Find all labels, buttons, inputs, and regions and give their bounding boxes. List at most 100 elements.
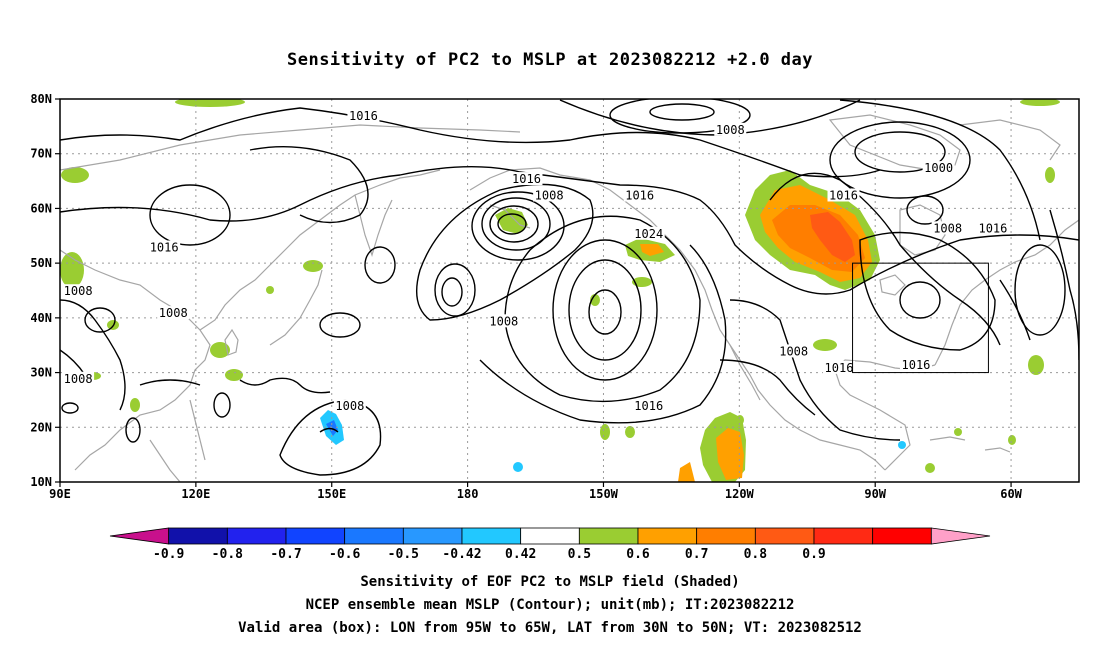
colorbar-label: 0.42 [505, 547, 536, 562]
contour-label: 1008 [64, 372, 93, 386]
shade-blob [600, 424, 610, 440]
contour-label: 1016 [825, 361, 854, 375]
contour-label-bg [822, 360, 855, 374]
colorbar-swatch [285, 527, 346, 545]
contour-label-bg [623, 188, 656, 202]
colorbar-swatch [226, 527, 287, 545]
shade-neg-blob [898, 441, 906, 449]
map-title: Sensitivity of PC2 to MSLP at 2023082212… [286, 50, 813, 70]
contour-labels: 1016 1008 1000 1016 1016 1008 1016 1016 1024 1008… [62, 109, 1009, 413]
contour-label: 1008 [159, 306, 188, 320]
shade-blob [210, 342, 230, 358]
shade-neg-blue [326, 420, 338, 436]
lat-tick-label: 40N [30, 311, 52, 325]
map-frame [59, 98, 1080, 483]
contour-label-bg [899, 358, 932, 372]
colorbar-swatch [754, 527, 815, 545]
contour-label-bg [777, 344, 810, 358]
contour-label-bg [157, 306, 190, 320]
shade-blob [1008, 435, 1016, 445]
contour-label-bg [931, 221, 964, 235]
contour-label: 1008 [489, 314, 518, 328]
contour-label-bg [632, 226, 665, 240]
contour-label-bg [347, 109, 380, 123]
contour-label: 1000 [924, 161, 953, 175]
shade-aleutian-green [495, 208, 528, 234]
contour-label-bg [827, 188, 860, 202]
contour-label: 1016 [512, 172, 541, 186]
contour-label: 1008 [933, 221, 962, 235]
colorbar-label: -0.9 [153, 547, 184, 562]
contour-label: 1008 [335, 399, 364, 413]
contour-label: 1016 [978, 221, 1007, 235]
colorbar-label: -0.6 [329, 547, 360, 562]
lon-tick-label: 180 [457, 487, 479, 501]
shade-blob [1020, 99, 1060, 106]
lat-tick-label: 50N [30, 256, 52, 270]
shade-mx2-orange [678, 462, 695, 482]
contour-label-bg [632, 399, 665, 413]
lon-tick-label: 150W [589, 487, 619, 501]
lon-tick-label: 150E [317, 487, 346, 501]
contour-label: 1008 [64, 284, 93, 298]
shade-blob [736, 415, 744, 425]
colorbar-swatch [813, 527, 874, 545]
colorbar-label: 0.7 [685, 547, 708, 562]
contour-label-bg [62, 371, 95, 385]
colorbar-label: -0.42 [442, 547, 481, 562]
shade-blob [303, 260, 323, 272]
colorbar-label: 0.8 [744, 547, 768, 562]
shade-blob [954, 428, 962, 436]
colorbar-swatch [168, 527, 228, 545]
colorbar-label: 0.6 [626, 547, 650, 562]
shade-blob [175, 99, 245, 107]
shade-blob [625, 426, 635, 438]
shade-mx-orange [716, 428, 744, 480]
colorbar-label: -0.8 [212, 547, 243, 562]
contour-label: 1016 [829, 188, 858, 202]
contour-label: 1016 [150, 240, 179, 254]
shade-coast-orange [640, 244, 664, 256]
lat-tick-label: 10N [30, 475, 52, 489]
colorbar-label: 0.5 [568, 547, 591, 562]
shade-blob [925, 463, 935, 473]
lat-tick-label: 70N [30, 147, 52, 161]
colorbar-swatch [930, 527, 991, 545]
colorbar [109, 527, 991, 545]
lon-tick-label: 120W [725, 487, 755, 501]
shade-blob [1028, 355, 1044, 375]
colorbar-label: 0.9 [802, 547, 825, 562]
shade-blob [1045, 167, 1055, 183]
contour-label-bg [333, 399, 366, 413]
contour-label-bg [714, 122, 747, 136]
contour-label-bg [533, 188, 566, 202]
shade-neg-blob [513, 462, 523, 472]
contour-label: 1008 [535, 188, 564, 202]
coastlines [60, 114, 1079, 482]
contour-label-bg [487, 314, 520, 328]
lat-tick-label: 80N [30, 92, 52, 106]
caption-contour: NCEP ensemble mean MSLP (Contour); unit(… [305, 597, 795, 613]
contour-label: 1016 [625, 188, 654, 202]
contour-label: 1016 [902, 358, 931, 372]
lon-tick-label: 60W [1000, 487, 1022, 501]
gridlines [60, 99, 1079, 482]
colorbar-swatch [402, 527, 463, 545]
shade-blob [130, 398, 140, 412]
contour-label-bg [148, 240, 181, 254]
shade-blob [61, 167, 89, 183]
contour-label-bg [922, 161, 955, 175]
contour-label: 1016 [634, 399, 663, 413]
shade-blob [266, 286, 274, 294]
colorbar-swatch [520, 527, 580, 545]
lat-tick-label: 20N [30, 420, 52, 434]
lat-tick-label: 60N [30, 201, 52, 215]
shade-blob [632, 277, 652, 287]
contour-label-bg [510, 172, 543, 186]
colorbar-label: -0.7 [270, 547, 301, 562]
colorbar-swatch [696, 527, 756, 545]
lon-tick-label: 120E [181, 487, 210, 501]
colorbar-swatch [872, 527, 932, 545]
